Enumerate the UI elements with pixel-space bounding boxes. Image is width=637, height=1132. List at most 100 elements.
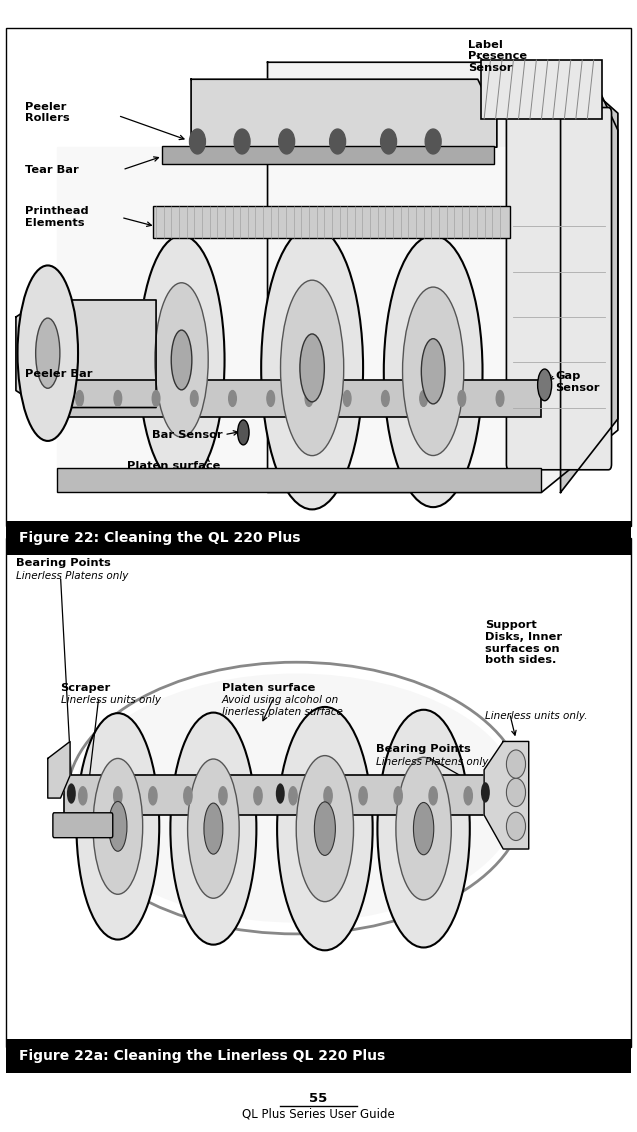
FancyBboxPatch shape <box>481 60 602 119</box>
Ellipse shape <box>183 787 192 805</box>
Ellipse shape <box>330 129 345 154</box>
Ellipse shape <box>279 129 294 154</box>
Ellipse shape <box>403 288 464 455</box>
Ellipse shape <box>261 226 363 509</box>
Ellipse shape <box>204 803 223 855</box>
Ellipse shape <box>276 783 285 804</box>
Ellipse shape <box>381 129 396 154</box>
Ellipse shape <box>149 787 157 805</box>
Ellipse shape <box>382 391 389 406</box>
Ellipse shape <box>109 801 127 851</box>
FancyBboxPatch shape <box>153 206 510 238</box>
Ellipse shape <box>190 129 205 154</box>
FancyBboxPatch shape <box>6 28 631 526</box>
Ellipse shape <box>315 801 335 856</box>
Polygon shape <box>561 62 618 492</box>
Ellipse shape <box>305 391 313 406</box>
Polygon shape <box>191 79 497 147</box>
Ellipse shape <box>277 706 373 950</box>
Ellipse shape <box>300 334 324 402</box>
Text: Bearing Points: Bearing Points <box>376 744 471 754</box>
Ellipse shape <box>73 674 519 923</box>
Text: Gap
Sensor: Gap Sensor <box>555 371 600 393</box>
Ellipse shape <box>139 235 225 484</box>
Text: Peeler
Rollers: Peeler Rollers <box>25 102 70 123</box>
FancyBboxPatch shape <box>57 380 541 417</box>
Ellipse shape <box>396 757 451 900</box>
Text: Linerless units only: Linerless units only <box>61 695 161 705</box>
Ellipse shape <box>188 758 240 899</box>
Ellipse shape <box>429 787 437 805</box>
Text: Figure 22a: Cleaning the Linerless QL 220 Plus: Figure 22a: Cleaning the Linerless QL 22… <box>19 1049 385 1063</box>
Text: Platen surface: Platen surface <box>127 462 221 471</box>
Ellipse shape <box>458 391 466 406</box>
Text: Bearing Points: Bearing Points <box>16 558 111 568</box>
Ellipse shape <box>359 787 367 805</box>
Ellipse shape <box>538 369 552 401</box>
Ellipse shape <box>76 713 159 940</box>
Text: Linerless Platens only: Linerless Platens only <box>376 757 488 767</box>
Ellipse shape <box>152 391 160 406</box>
Ellipse shape <box>506 749 526 779</box>
Ellipse shape <box>238 420 249 445</box>
Ellipse shape <box>190 391 198 406</box>
Text: Figure 22: Cleaning the QL 220 Plus: Figure 22: Cleaning the QL 220 Plus <box>19 531 301 544</box>
Ellipse shape <box>377 710 470 947</box>
Text: Label
Presence
Sensor: Label Presence Sensor <box>468 40 527 72</box>
Ellipse shape <box>36 318 60 388</box>
FancyBboxPatch shape <box>162 146 494 164</box>
Ellipse shape <box>464 787 473 805</box>
Ellipse shape <box>113 787 122 805</box>
Text: Printhead
Elements: Printhead Elements <box>25 206 89 228</box>
Ellipse shape <box>171 713 257 944</box>
Ellipse shape <box>383 235 483 507</box>
Ellipse shape <box>171 331 192 389</box>
Ellipse shape <box>280 280 344 455</box>
Ellipse shape <box>254 787 262 805</box>
Ellipse shape <box>67 783 76 804</box>
Ellipse shape <box>506 779 526 806</box>
Ellipse shape <box>18 266 78 441</box>
Ellipse shape <box>219 787 227 805</box>
FancyBboxPatch shape <box>64 775 510 815</box>
Ellipse shape <box>234 129 250 154</box>
Polygon shape <box>268 62 618 492</box>
Polygon shape <box>57 147 541 481</box>
Polygon shape <box>484 741 529 849</box>
Text: Platen surface: Platen surface <box>222 683 315 693</box>
Text: Peeler Bar: Peeler Bar <box>25 369 93 378</box>
Ellipse shape <box>114 391 122 406</box>
Polygon shape <box>48 741 70 798</box>
Ellipse shape <box>426 129 441 154</box>
Text: Linerless Platens only: Linerless Platens only <box>16 571 128 581</box>
Ellipse shape <box>394 787 403 805</box>
Ellipse shape <box>496 391 504 406</box>
Ellipse shape <box>343 391 351 406</box>
FancyBboxPatch shape <box>6 521 631 555</box>
Text: QL Plus Series User Guide: QL Plus Series User Guide <box>242 1107 395 1121</box>
Ellipse shape <box>155 283 208 437</box>
Text: Tear Bar: Tear Bar <box>25 165 79 174</box>
Ellipse shape <box>324 787 333 805</box>
Ellipse shape <box>413 803 434 855</box>
Ellipse shape <box>76 391 83 406</box>
Text: Bar Sensor: Bar Sensor <box>152 430 222 439</box>
Text: Support
Disks, Inner
surfaces on
both sides.: Support Disks, Inner surfaces on both si… <box>485 620 562 666</box>
FancyBboxPatch shape <box>57 468 541 492</box>
Ellipse shape <box>506 813 526 840</box>
FancyBboxPatch shape <box>506 108 612 470</box>
Ellipse shape <box>267 391 275 406</box>
Ellipse shape <box>93 758 143 894</box>
Ellipse shape <box>420 391 427 406</box>
FancyBboxPatch shape <box>6 538 631 1047</box>
Text: Linerless units only.: Linerless units only. <box>485 711 588 721</box>
Text: Scraper: Scraper <box>61 683 111 693</box>
Text: Avoid using alcohol on
linerless platen surface: Avoid using alcohol on linerless platen … <box>222 695 343 717</box>
Ellipse shape <box>421 338 445 404</box>
Ellipse shape <box>229 391 236 406</box>
Polygon shape <box>16 289 156 419</box>
Ellipse shape <box>79 787 87 805</box>
FancyBboxPatch shape <box>53 813 113 838</box>
Ellipse shape <box>289 787 297 805</box>
Ellipse shape <box>296 756 354 901</box>
